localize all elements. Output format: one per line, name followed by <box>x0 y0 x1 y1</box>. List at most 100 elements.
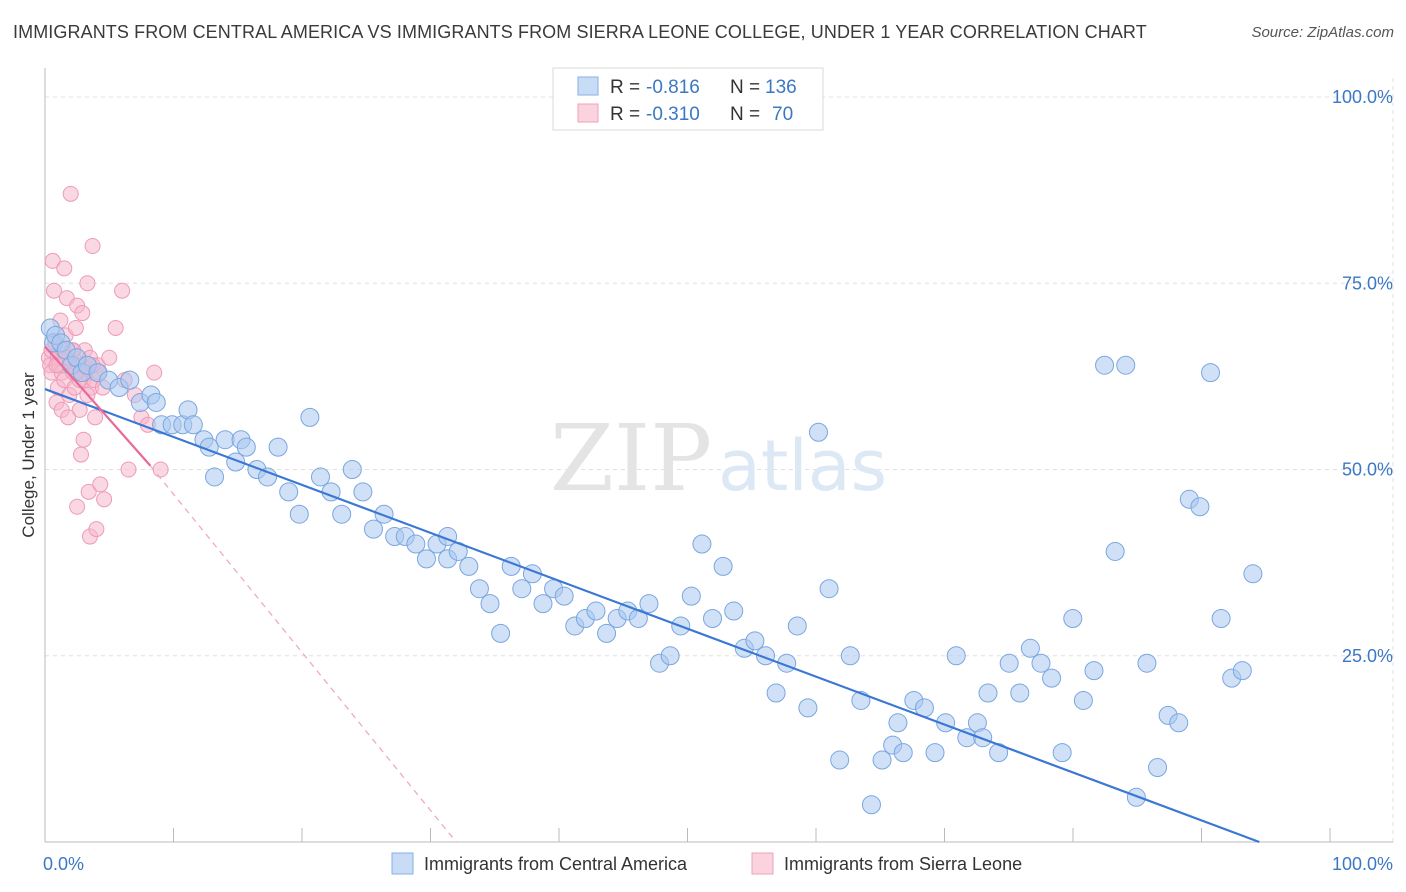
data-point-sierra-leone <box>44 252 61 269</box>
legend-n-value: 136 <box>765 77 797 98</box>
y-tick-label: 100.0% <box>1332 87 1393 107</box>
data-point-central-america <box>205 467 225 487</box>
data-point-central-america <box>1137 653 1157 673</box>
data-point-central-america <box>724 601 744 621</box>
data-point-central-america <box>1052 743 1072 763</box>
data-point-central-america <box>978 683 998 703</box>
data-point-central-america <box>660 646 680 666</box>
x-tick-label: 100.0% <box>1332 854 1393 874</box>
data-point-central-america <box>1190 497 1210 517</box>
legend-r-value: -0.310 <box>646 104 700 125</box>
data-point-sierra-leone <box>84 238 101 254</box>
data-point-sierra-leone <box>69 498 86 515</box>
data-point-central-america <box>703 609 723 628</box>
chart-title: IMMIGRANTS FROM CENTRAL AMERICA VS IMMIG… <box>13 22 1147 42</box>
legend-top: R = -0.816 N = 136 R = -0.310 N = 70 <box>552 67 824 131</box>
legend-bottom-label-blue: Immigrants from Central America <box>424 854 688 874</box>
source-label: Source: ZipAtlas.com <box>1251 24 1394 41</box>
y-tick-label: 25.0% <box>1342 646 1393 666</box>
trend-line-sierra-leone <box>44 345 152 467</box>
data-point-central-america <box>713 556 733 576</box>
data-point-central-america <box>120 370 140 390</box>
data-point-sierra-leone <box>114 282 131 299</box>
data-point-central-america <box>1095 355 1115 375</box>
data-point-central-america <box>766 683 786 703</box>
watermark-atlas: atlas <box>718 425 887 507</box>
data-point-central-america <box>268 437 288 457</box>
data-point-central-america <box>300 407 320 427</box>
data-point-central-america <box>787 616 807 636</box>
data-point-sierra-leone <box>88 521 105 538</box>
data-point-central-america <box>597 623 617 643</box>
trend-lines <box>44 345 1260 844</box>
data-point-central-america <box>1105 541 1125 561</box>
data-point-sierra-leone <box>146 364 163 381</box>
data-point-central-america <box>512 579 532 599</box>
data-point-sierra-leone <box>92 476 109 493</box>
data-point-central-america <box>808 422 828 442</box>
watermark: ZIP atlas <box>550 405 887 512</box>
data-point-central-america <box>1063 609 1083 628</box>
data-point-central-america <box>1211 609 1231 628</box>
data-point-central-america <box>459 556 479 576</box>
y-tick-labels: 25.0% 50.0% 75.0% 100.0% <box>1332 87 1393 666</box>
data-point-sierra-leone <box>72 446 89 463</box>
data-point-central-america <box>798 698 818 718</box>
y-tick-label: 50.0% <box>1342 460 1393 480</box>
data-point-central-america <box>1020 638 1040 658</box>
legend-n-value: 70 <box>772 104 793 125</box>
data-point-sierra-leone <box>60 409 77 426</box>
data-point-central-america <box>681 586 701 606</box>
data-point-central-america <box>146 392 166 412</box>
data-point-central-america <box>840 646 860 666</box>
data-point-central-america <box>692 534 712 554</box>
legend-r-value: -0.816 <box>646 77 700 98</box>
data-point-central-america <box>289 504 309 524</box>
trend-line-central-america <box>44 388 1260 844</box>
data-point-central-america <box>1169 713 1189 733</box>
data-point-central-america <box>279 482 299 502</box>
data-point-central-america <box>374 504 394 524</box>
data-point-central-america <box>183 415 203 435</box>
trend-line-sierra-leone-extension <box>149 465 457 843</box>
axes <box>44 68 1393 843</box>
data-point-central-america <box>406 534 426 554</box>
data-point-central-america <box>236 437 256 457</box>
legend-bottom: Immigrants from Central America Immigran… <box>391 852 1022 875</box>
data-point-central-america <box>861 795 881 815</box>
data-point-sierra-leone <box>56 260 73 277</box>
legend-n-label: N = <box>730 104 760 125</box>
data-point-central-america <box>1243 564 1263 584</box>
legend-swatch-blue <box>577 76 599 96</box>
data-point-sierra-leone <box>45 282 62 299</box>
data-point-central-america <box>1084 661 1104 681</box>
data-point-central-america <box>416 549 436 569</box>
data-point-sierra-leone <box>80 483 97 500</box>
data-point-central-america <box>554 586 574 606</box>
legend-r-label: R = <box>610 104 640 125</box>
data-point-central-america <box>893 743 913 763</box>
data-point-central-america <box>353 482 373 502</box>
legend-r-label: R = <box>610 77 640 98</box>
data-point-central-america <box>819 579 839 599</box>
y-axis-title: College, Under 1 year <box>19 372 38 538</box>
data-point-central-america <box>215 430 235 450</box>
data-point-central-america <box>639 594 659 614</box>
data-point-central-america <box>830 750 850 770</box>
data-point-central-america <box>1148 758 1168 777</box>
data-point-sierra-leone <box>107 319 124 336</box>
series-central-america <box>40 318 1263 815</box>
data-point-central-america <box>1031 653 1051 673</box>
data-point-central-america <box>1010 683 1030 703</box>
data-point-sierra-leone <box>67 319 84 336</box>
data-point-central-america <box>888 713 908 733</box>
legend-bottom-label-pink: Immigrants from Sierra Leone <box>784 854 1022 874</box>
data-point-central-america <box>1042 668 1062 688</box>
x-tick-labels: 0.0% 100.0% <box>43 854 1393 874</box>
data-point-central-america <box>491 623 511 643</box>
data-point-central-america <box>925 743 945 763</box>
legend-swatch-pink <box>577 103 599 123</box>
data-point-central-america <box>363 519 383 539</box>
data-point-sierra-leone <box>74 305 91 322</box>
